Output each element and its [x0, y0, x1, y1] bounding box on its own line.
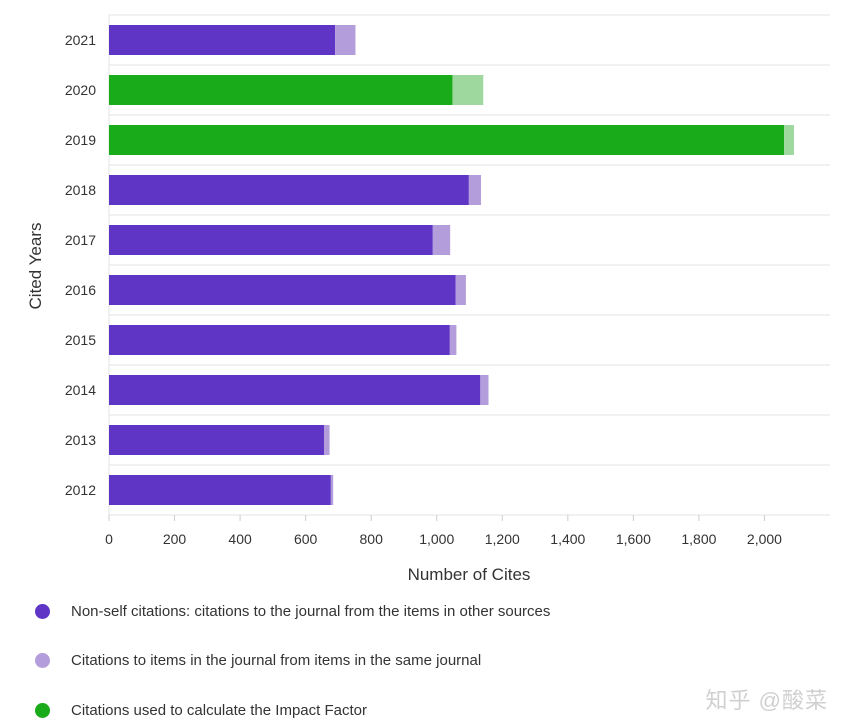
legend-marker-self — [35, 653, 50, 668]
citation-bar-chart: 2021 2020 2019 2018 2017 2016 2015 2014 2013 2012… — [26, 14, 830, 584]
bar-self-2019[interactable] — [784, 125, 794, 155]
y-tick-label-2012: 2012 — [65, 482, 96, 498]
bar-self-2013[interactable] — [323, 425, 330, 455]
legend-marker-nonself — [35, 603, 50, 619]
bar-nonself-2021[interactable] — [109, 25, 336, 55]
x-tick-label: 400 — [228, 531, 252, 547]
x-tick-label: 600 — [294, 531, 318, 547]
bar-nonself-2016[interactable] — [109, 275, 456, 305]
legend-label-nonself: Non-self citations: citations to the jou… — [71, 602, 551, 620]
legend-item-impact-factor[interactable]: Citations used to calculate the Impact F… — [35, 696, 815, 724]
y-tick-label-2019: 2019 — [65, 132, 96, 148]
y-tick-label-2016: 2016 — [65, 282, 96, 298]
watermark: 知乎 @酸菜 — [705, 688, 828, 713]
bar-nonself-2012[interactable] — [109, 475, 331, 505]
x-tick-label: 2,000 — [747, 531, 782, 547]
y-tick-label-2014: 2014 — [65, 382, 96, 398]
x-tick-label: 1,800 — [681, 531, 716, 547]
bar-nonself-2017[interactable] — [109, 225, 433, 255]
y-tick-label-2015: 2015 — [65, 332, 96, 348]
y-tick-label-2017: 2017 — [65, 232, 96, 248]
bar-nonself-2014[interactable] — [109, 375, 481, 405]
y-axis-title: Cited Years — [26, 223, 45, 310]
bar-nonself-2015[interactable] — [109, 325, 450, 355]
y-tick-label-2020: 2020 — [65, 82, 96, 98]
x-tick-label: 1,200 — [485, 531, 520, 547]
x-axis-title: Number of Cites — [408, 565, 531, 584]
legend-item-nonself[interactable]: Non-self citations: citations to the jou… — [35, 597, 815, 625]
x-tick-label: 1,000 — [419, 531, 454, 547]
x-tick-label: 1,600 — [616, 531, 651, 547]
legend: Non-self citations: citations to the jou… — [35, 597, 815, 724]
bar-nonself-2019[interactable] — [109, 125, 785, 155]
bar-nonself-2020[interactable] — [109, 75, 453, 105]
bar-self-2021[interactable] — [335, 25, 356, 55]
bar-self-2017[interactable] — [432, 225, 451, 255]
legend-item-self[interactable]: Citations to items in the journal from i… — [35, 647, 815, 675]
bar-nonself-2013[interactable] — [109, 425, 324, 455]
y-tick-label-2021: 2021 — [65, 32, 96, 48]
legend-label-impact-factor: Citations used to calculate the Impact F… — [71, 701, 367, 719]
bar-nonself-2018[interactable] — [109, 175, 469, 205]
bar-self-2015[interactable] — [449, 325, 457, 355]
bar-self-2012[interactable] — [330, 475, 334, 505]
legend-marker-impact-factor — [35, 702, 50, 718]
bar-self-2020[interactable] — [452, 75, 484, 105]
x-tick-label: 1,400 — [550, 531, 585, 547]
x-tick-label: 800 — [360, 531, 384, 547]
x-tick-label: 200 — [163, 531, 187, 547]
bar-self-2014[interactable] — [480, 375, 489, 405]
legend-label-self: Citations to items in the journal from i… — [71, 652, 482, 669]
bar-self-2018[interactable] — [468, 175, 481, 205]
y-tick-label-2018: 2018 — [65, 182, 96, 198]
x-tick-label: 0 — [105, 531, 113, 547]
bar-self-2016[interactable] — [455, 275, 466, 305]
y-tick-label-2013: 2013 — [65, 432, 96, 448]
